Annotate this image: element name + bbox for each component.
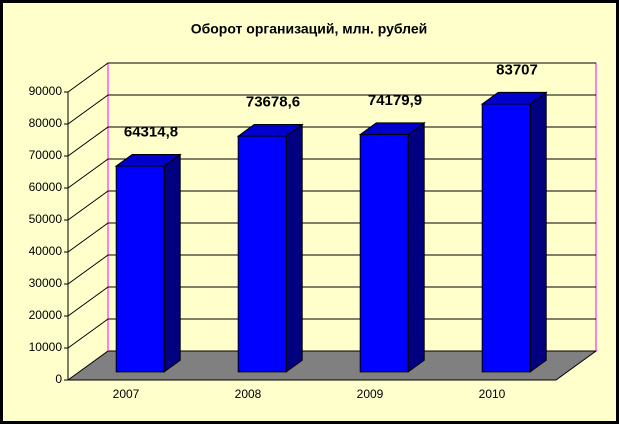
bar-side: [163, 153, 181, 373]
value-label: 74179,9: [368, 92, 422, 109]
bar: [481, 103, 531, 373]
grid-line: [67, 222, 109, 253]
y-tick-label: 30000: [29, 276, 63, 290]
grid-line: [67, 190, 109, 221]
grid-line: [67, 286, 109, 317]
x-tick-label: 2010: [479, 387, 506, 401]
bar-side: [529, 91, 547, 373]
x-tick-label: 2007: [113, 387, 140, 401]
x-tick-label: 2008: [235, 387, 262, 401]
y-tick-label: 70000: [29, 148, 63, 162]
grid-line: [67, 62, 109, 93]
x-tick-label: 2009: [357, 387, 384, 401]
y-tick-label: 40000: [29, 244, 63, 258]
grid-line: [67, 318, 109, 349]
y-tick-label: 0: [55, 372, 62, 386]
y-tick-label: 90000: [29, 84, 63, 98]
value-label: 83707: [496, 61, 538, 78]
y-tick-label: 10000: [29, 340, 63, 354]
chart-title: Оборот организаций, млн. рублей: [191, 21, 428, 37]
grid-line: [67, 126, 109, 157]
grid-line: [67, 254, 109, 285]
bar-side: [285, 123, 303, 373]
y-tick-label: 60000: [29, 180, 63, 194]
bar-side: [407, 121, 425, 373]
grid-line: [67, 94, 109, 125]
y-tick-label: 20000: [29, 308, 63, 322]
bar: [359, 134, 409, 373]
bar: [115, 165, 165, 373]
value-label: 73678,6: [246, 93, 300, 110]
bar: [237, 135, 287, 373]
value-label: 64314,8: [124, 123, 178, 140]
y-tick-label: 50000: [29, 212, 63, 226]
y-tick-label: 80000: [29, 116, 63, 130]
grid-line: [67, 158, 109, 189]
